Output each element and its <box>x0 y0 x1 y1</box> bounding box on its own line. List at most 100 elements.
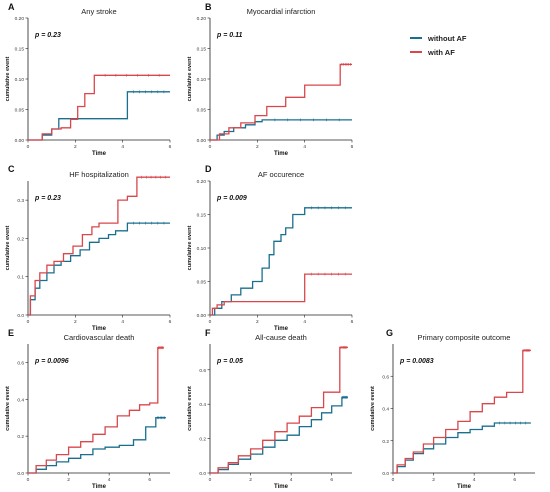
y-tick-label: 0.2 <box>382 439 389 445</box>
y-tick-label: 0.15 <box>197 213 207 219</box>
legend-swatch-without-af <box>410 37 422 39</box>
y-tick-label: 0.15 <box>197 47 207 53</box>
x-axis-label: Time <box>274 326 289 332</box>
x-tick-label: 6 <box>148 477 151 483</box>
y-tick-label: 0.6 <box>199 368 206 374</box>
x-tick-label: 4 <box>121 144 124 150</box>
panel-letter: G <box>386 328 393 338</box>
p-value: p = 0.0083 <box>399 358 434 365</box>
y-tick-label: 0.20 <box>197 16 207 22</box>
series-line-without-af <box>28 91 170 141</box>
y-axis-label: cumulative event <box>187 226 193 271</box>
series-line-without-af <box>210 207 352 316</box>
panel-letter: E <box>8 328 14 338</box>
series-line-with-af <box>393 349 531 474</box>
x-tick-label: 0 <box>27 319 30 325</box>
panel-b: B Myocardial infarction p = 0.11 0.00 0.05 0.… <box>187 2 354 157</box>
panel-c: C HF hospitalization p = 0.23 0.0 0.1 0.2 0.3 0… <box>5 164 172 332</box>
series-line-with-af <box>28 347 164 474</box>
x-tick-label: 0 <box>27 144 30 150</box>
y-axis-label: cumulative event <box>5 386 11 431</box>
p-value: p = 0.009 <box>216 195 247 202</box>
x-axis-label: Time <box>92 326 107 332</box>
x-tick-label: 0 <box>27 477 30 483</box>
p-value: p = 0.11 <box>216 32 242 39</box>
series-line-with-af <box>210 346 348 474</box>
series-line-without-af <box>28 222 170 316</box>
legend-item-with-af: with AF <box>410 45 466 59</box>
y-tick-label: 0.00 <box>197 138 207 144</box>
y-tick-label: 0.20 <box>15 16 25 22</box>
series-line-with-af <box>28 176 170 316</box>
x-tick-label: 2 <box>256 144 259 150</box>
y-tick-label: 0.3 <box>17 198 24 204</box>
y-tick-label: 0.05 <box>197 280 207 286</box>
x-tick-label: 4 <box>303 144 306 150</box>
p-value: p = 0.0096 <box>34 358 69 365</box>
x-tick-label: 2 <box>249 477 252 483</box>
panel-e: E Cardiovascular death p = 0.0096 0.0 0.2 0.4… <box>5 328 170 490</box>
y-tick-label: 0.2 <box>17 434 24 440</box>
y-tick-label: 0.10 <box>15 77 25 83</box>
p-value: p = 0.23 <box>34 195 61 202</box>
y-tick-label: 0.0 <box>199 471 206 477</box>
legend-item-without-af: without AF <box>410 31 466 45</box>
x-tick-label: 6 <box>351 144 354 150</box>
y-tick-label: 0.15 <box>15 47 25 53</box>
panel-a: A Any stroke p = 0.23 0.00 0.05 0.10 0.15 0.20 0… <box>5 2 172 157</box>
y-tick-label: 0.4 <box>382 407 389 413</box>
panel-d: D AF occurence p = 0.009 0.00 0.05 0.10 0.15 0.… <box>187 164 354 332</box>
x-axis-label: Time <box>92 151 107 157</box>
panel-title: AF occurence <box>258 170 304 179</box>
panel-letter: A <box>8 2 15 12</box>
x-tick-label: 0 <box>209 319 212 325</box>
x-tick-label: 2 <box>74 144 77 150</box>
y-tick-label: 0.6 <box>382 374 389 380</box>
y-tick-label: 0.0 <box>382 471 389 477</box>
p-value: p = 0.05 <box>216 358 243 365</box>
y-tick-label: 0.4 <box>199 402 206 408</box>
x-tick-label: 6 <box>513 477 516 483</box>
series-line-with-af <box>210 273 352 316</box>
panel-title: Any stroke <box>81 7 116 16</box>
legend-swatch-with-af <box>410 51 422 53</box>
x-axis-label: Time <box>274 484 289 490</box>
x-tick-label: 2 <box>432 477 435 483</box>
y-axis-label: cumulative event <box>187 57 193 102</box>
series-line-without-af <box>393 422 531 474</box>
y-axis-label: cumulative event <box>370 386 376 431</box>
series-line-without-af <box>28 417 166 474</box>
y-tick-label: 0.0 <box>17 471 24 477</box>
panel-f: F All-cause death p = 0.05 0.0 0.2 0.4 0.6 0 2 4 6… <box>187 328 352 490</box>
y-axis-label: cumulative event <box>5 226 11 271</box>
x-tick-label: 6 <box>330 477 333 483</box>
x-axis-label: Time <box>92 484 107 490</box>
legend-label-without-af: without AF <box>428 33 467 43</box>
panel-letter: C <box>8 164 15 174</box>
series-line-without-af <box>210 119 352 141</box>
x-tick-label: 4 <box>473 477 476 483</box>
x-tick-label: 2 <box>256 319 259 325</box>
x-tick-label: 6 <box>351 319 354 325</box>
panel-letter: D <box>205 164 212 174</box>
y-axis-label: cumulative event <box>187 386 193 431</box>
panel-letter: F <box>205 328 211 338</box>
y-tick-label: 0.2 <box>17 236 24 242</box>
x-tick-label: 4 <box>290 477 293 483</box>
series-line-with-af <box>28 74 170 141</box>
y-axis-label: cumulative event <box>5 57 11 102</box>
y-tick-label: 0.0 <box>17 313 24 319</box>
legend-label-with-af: with AF <box>428 47 455 57</box>
x-tick-label: 6 <box>169 319 172 325</box>
x-tick-label: 4 <box>108 477 111 483</box>
y-tick-label: 0.2 <box>199 437 206 443</box>
y-tick-label: 0.20 <box>197 179 207 185</box>
panel-title: Cardiovascular death <box>64 333 135 342</box>
y-tick-label: 0.6 <box>17 360 24 366</box>
x-axis-label: Time <box>274 151 289 157</box>
x-tick-label: 6 <box>169 144 172 150</box>
y-tick-label: 0.00 <box>197 313 207 319</box>
y-tick-label: 0.05 <box>15 108 25 114</box>
